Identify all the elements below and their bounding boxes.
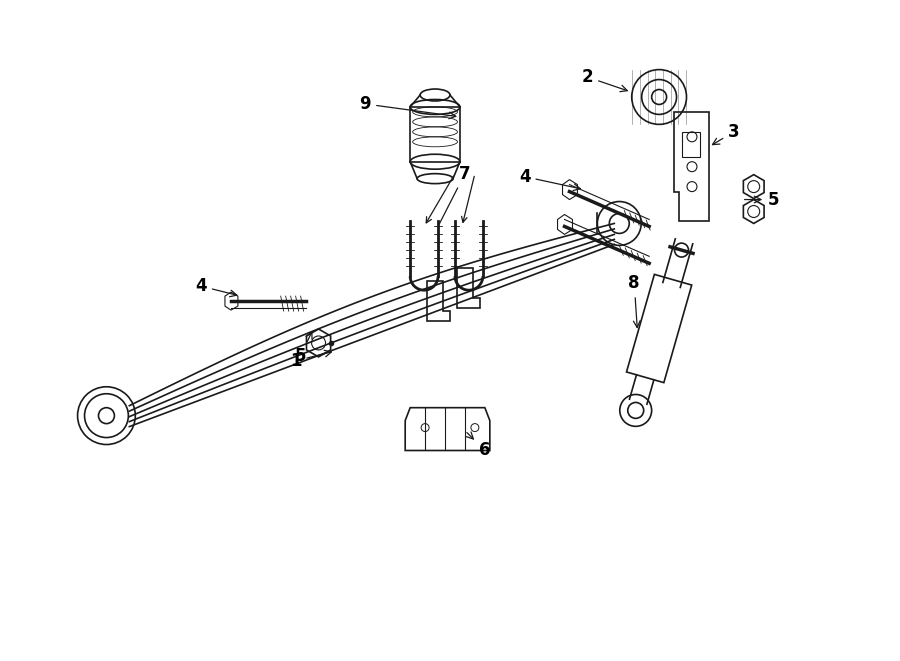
Polygon shape [225, 292, 238, 310]
Text: 4: 4 [519, 168, 580, 190]
Polygon shape [562, 180, 578, 200]
Text: 5: 5 [295, 332, 312, 365]
Bar [682, 132, 700, 157]
Text: 5: 5 [744, 190, 779, 209]
Text: 8: 8 [628, 274, 640, 328]
Text: 2: 2 [581, 68, 627, 92]
Text: 9: 9 [359, 95, 455, 119]
Text: 1: 1 [290, 350, 331, 370]
Text: 3: 3 [713, 123, 740, 145]
Polygon shape [557, 214, 572, 235]
Text: 4: 4 [195, 277, 237, 297]
Text: 6: 6 [466, 432, 490, 459]
Text: 7: 7 [439, 165, 471, 224]
